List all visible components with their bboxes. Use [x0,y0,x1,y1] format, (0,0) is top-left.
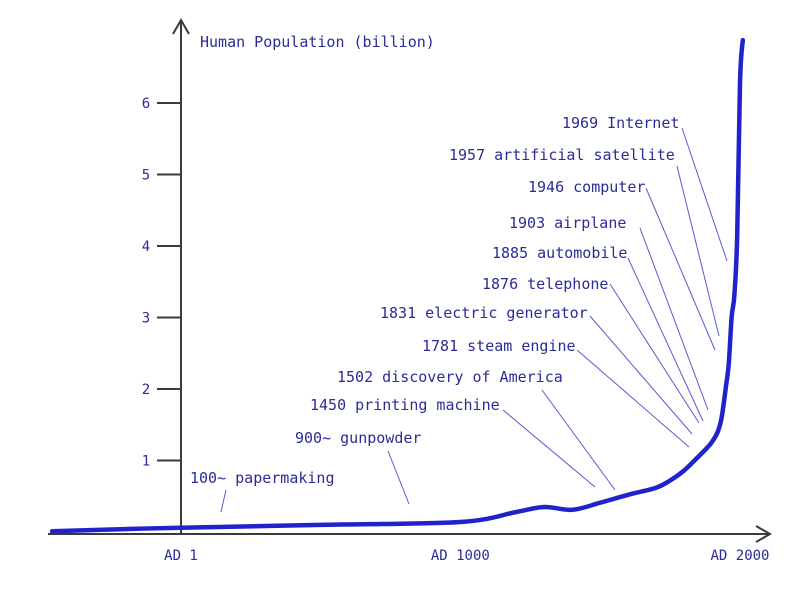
annotation-label: 1781 steam engine [422,337,576,355]
y-tick-label: 2 [142,382,150,398]
x-tick-label: AD 2000 [710,548,769,564]
annotation-1781: 1781 steam engine [422,337,690,448]
annotation-900: 900~ gunpowder [295,429,421,505]
annotation-leader-line [609,283,700,424]
annotation-label: 1957 artificial satellite [449,146,675,164]
annotation-label: 900~ gunpowder [295,429,421,447]
y-tick-label: 4 [142,239,150,255]
annotation-1969: 1969 Internet [562,114,728,262]
annotation-1957: 1957 artificial satellite [449,146,720,337]
x-ticks: AD 1 AD 1000 AD 2000 [164,548,769,564]
annotation-leader-line [639,227,709,411]
annotation-1876: 1876 telephone [482,275,700,424]
annotation-1831: 1831 electric generator [380,304,693,435]
annotation-label: 1502 discovery of America [337,368,563,386]
annotation-leader-line [541,389,616,491]
annotation-label: 1903 airplane [509,214,626,232]
annotation-label: 1946 computer [528,178,645,196]
x-tick-label: AD 1 [164,548,198,564]
annotation-leader-line [502,409,596,488]
annotation-1502: 1502 discovery of America [337,368,616,491]
y-tick-label: 1 [142,454,150,470]
y-tick-label: 5 [142,168,150,184]
y-ticks: 1 2 3 4 5 6 [142,96,181,470]
annotation-1946: 1946 computer [528,178,716,351]
annotation-100: 100~ papermaking [190,469,335,513]
annotation-leader-line [645,187,716,351]
y-tick-label: 6 [142,96,150,112]
annotation-label: 1450 printing machine [310,396,500,414]
annotation-label: 1831 electric generator [380,304,588,322]
annotation-leader-line [576,349,690,448]
y-axis-title: Human Population (billion) [200,33,435,51]
annotation-leader-line [681,127,728,262]
annotation-label: 1969 Internet [562,114,679,132]
annotation-leader-line [676,165,720,337]
x-axis-arrow [755,525,773,543]
annotation-leader-line [387,450,410,505]
annotation-1903: 1903 airplane [509,214,709,411]
axes: Human Population (billion) [48,17,773,543]
y-axis-arrow [172,17,190,35]
annotation-label: 1876 telephone [482,275,608,293]
y-tick-label: 3 [142,311,150,327]
annotation-label: 1885 automobile [492,244,627,262]
annotation-leader-line [220,489,227,513]
annotation-leader-line [627,257,704,422]
population-curve [49,37,746,534]
annotation-1450: 1450 printing machine [310,396,596,488]
annotations: 100~ papermaking 900~ gunpowder 1450 print… [190,114,728,513]
annotation-label: 100~ papermaking [190,469,335,487]
annotation-1885: 1885 automobile [492,244,704,422]
x-tick-label: AD 1000 [431,548,490,564]
annotation-leader-line [589,315,693,435]
